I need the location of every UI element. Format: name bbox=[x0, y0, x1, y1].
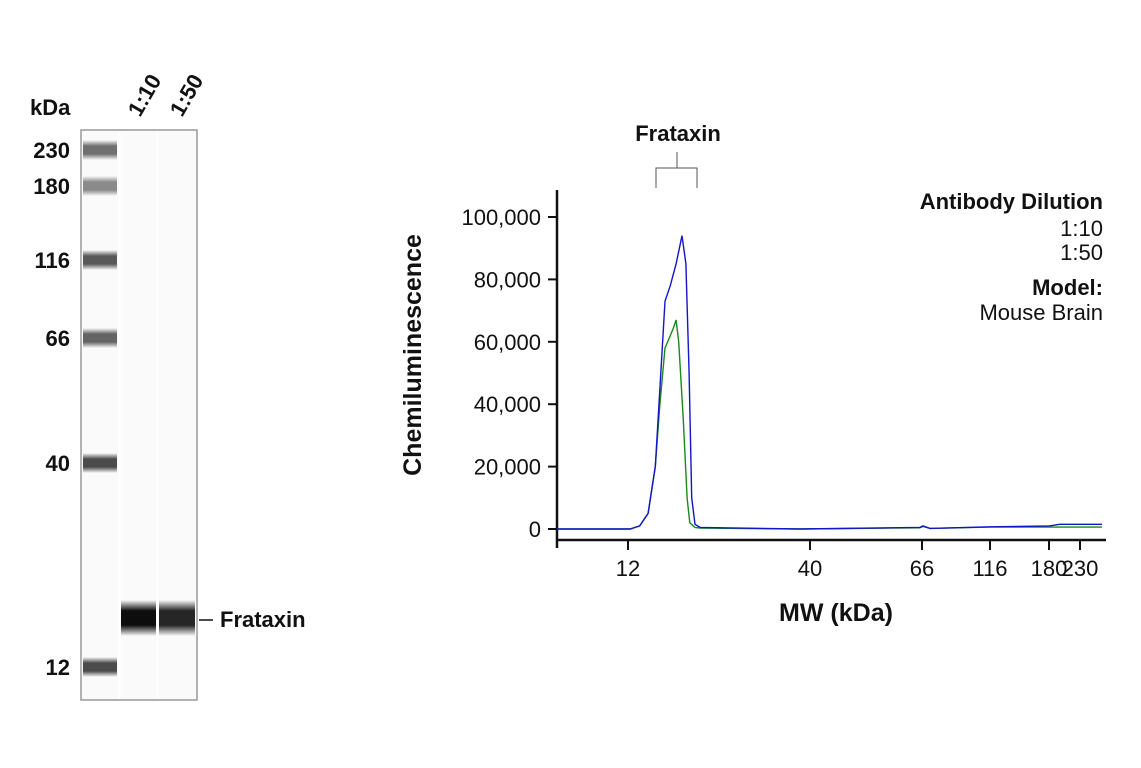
ladder-band bbox=[83, 250, 117, 270]
ladder-label: 66 bbox=[46, 326, 70, 351]
x-tick-label: 180 bbox=[1031, 556, 1068, 581]
ladder-label: 180 bbox=[33, 174, 70, 199]
peak-annotation: Frataxin bbox=[635, 121, 721, 146]
x-axis-label: MW (kDa) bbox=[779, 599, 893, 627]
y-tick-label: 20,000 bbox=[474, 455, 541, 480]
series-line-1-10 bbox=[557, 235, 1102, 530]
model-value: Mouse Brain bbox=[979, 300, 1103, 325]
x-tick-label: 230 bbox=[1062, 556, 1099, 581]
ladder-label: 116 bbox=[35, 248, 71, 273]
kda-unit-label: kDa bbox=[30, 95, 71, 120]
ladder-label: 230 bbox=[33, 138, 70, 163]
ladder-band bbox=[83, 328, 117, 348]
series-line-1-50 bbox=[557, 319, 1102, 530]
y-tick-label: 60,000 bbox=[474, 330, 541, 355]
frataxin-band-lane-1 bbox=[121, 600, 156, 636]
ladder-label: 40 bbox=[46, 451, 70, 476]
x-tick-label: 66 bbox=[910, 556, 934, 581]
lane-label-2: 1:50 bbox=[165, 70, 209, 121]
model-label: Model: bbox=[1032, 275, 1103, 300]
lane-label-1: 1:10 bbox=[123, 70, 167, 121]
blot-panel: kDa 1:10 1:50 230 180 116 66 40 12 Frataxin bbox=[30, 70, 306, 701]
band-label: Frataxin bbox=[220, 607, 306, 632]
ladder-label: 12 bbox=[46, 655, 70, 680]
series-lines bbox=[557, 235, 1102, 530]
y-ticks: 0 20,000 40,000 60,000 80,000 100,000 bbox=[461, 205, 557, 542]
peak-bracket bbox=[655, 152, 698, 188]
legend-entry-1-10: 1:10 bbox=[1060, 216, 1103, 241]
ladder-band bbox=[83, 453, 117, 473]
ladder-band bbox=[83, 176, 117, 196]
x-tick-label: 12 bbox=[616, 556, 640, 581]
y-tick-label: 40,000 bbox=[474, 392, 541, 417]
frataxin-band-lane-2 bbox=[159, 600, 195, 636]
chart-panel: Frataxin Chemiluminescence MW (kDa) 0 20,… bbox=[399, 121, 1106, 627]
ladder-band bbox=[83, 140, 117, 160]
x-tick-label: 116 bbox=[972, 556, 1007, 581]
y-tick-label: 80,000 bbox=[474, 267, 541, 292]
y-axis-label: Chemiluminescence bbox=[399, 234, 427, 476]
legend-title: Antibody Dilution bbox=[920, 189, 1103, 214]
ladder-lane: 230 180 116 66 40 12 bbox=[33, 138, 117, 680]
ladder-band bbox=[83, 657, 117, 677]
legend: Antibody Dilution 1:10 1:50 Model: Mouse… bbox=[920, 189, 1103, 325]
x-tick-label: 40 bbox=[798, 556, 822, 581]
y-tick-label: 0 bbox=[529, 517, 541, 542]
y-tick-label: 100,000 bbox=[461, 205, 541, 230]
legend-entry-1-50: 1:50 bbox=[1060, 240, 1103, 265]
